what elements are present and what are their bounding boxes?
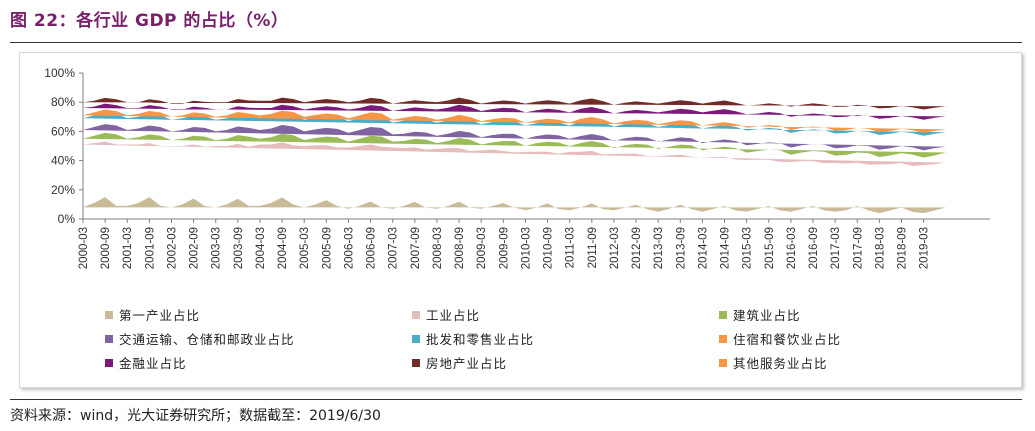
legend-swatch [105, 334, 113, 343]
x-tick-label: 2015-09 [764, 227, 776, 269]
source-rule [10, 399, 1022, 400]
x-tick-label: 2003-09 [233, 227, 245, 269]
area-layers [83, 97, 946, 214]
legend-item: 住宿和餐饮业占比 [719, 329, 841, 348]
area-series-7 [83, 97, 946, 110]
x-tick-label: 2010-03 [520, 227, 532, 269]
legend-item: 交通运输、仓储和邮政业占比 [105, 329, 295, 348]
y-tick-label: 20% [51, 183, 75, 197]
legend-label: 房地产业占比 [426, 356, 508, 371]
legend-label: 交通运输、仓储和邮政业占比 [119, 332, 295, 347]
legend-label: 金融业占比 [119, 356, 187, 371]
legend-label: 住宿和餐饮业占比 [733, 332, 842, 347]
legend-label: 第一产业占比 [119, 308, 201, 323]
legend-label: 工业占比 [426, 308, 481, 323]
legend-item: 工业占比 [412, 305, 480, 324]
legend-swatch [412, 358, 420, 367]
source-note: 资料来源：wind，光大证券研究所；数据截至：2019/6/30 [10, 408, 381, 424]
x-tick-label: 2010-09 [543, 227, 555, 269]
legend-swatch [105, 358, 113, 367]
y-tick-label: 100% [44, 66, 75, 80]
x-tick-label: 2009-09 [498, 227, 510, 269]
x-tick-label: 2011-09 [587, 227, 599, 268]
x-tick-label: 2012-03 [609, 227, 621, 269]
title-rule [10, 42, 1022, 43]
legend-label: 建筑业占比 [733, 308, 801, 323]
x-tick-label: 2008-09 [454, 227, 466, 269]
y-axis: 0% 20% 40% 60% 80% 100% [44, 66, 84, 226]
legend-item: 其他服务业占比 [719, 353, 828, 372]
x-tick-label: 2008-03 [432, 227, 444, 269]
y-tick-label: 0% [58, 212, 76, 226]
x-tick-label: 2017-09 [852, 227, 864, 269]
x-tick-label: 2016-03 [786, 227, 798, 269]
legend-item: 第一产业占比 [105, 305, 200, 324]
x-tick-label: 2007-03 [388, 227, 400, 269]
chart-panel: 0% 20% 40% 60% 80% 100% 2000-03 2000-09 2001-03… [19, 52, 1022, 388]
legend-label: 批发和零售业占比 [426, 332, 535, 347]
legend-item: 建筑业占比 [719, 305, 801, 324]
x-tick-label: 2014-03 [697, 227, 709, 269]
legend-label: 其他服务业占比 [733, 356, 828, 371]
x-tick-label: 2005-03 [299, 227, 311, 269]
x-tick-label: 2001-09 [144, 227, 156, 269]
x-axis: 2000-03 2000-09 2001-03 2001-09 2002-03 2002-… [78, 218, 990, 269]
area-series-5 [83, 109, 946, 133]
legend-swatch [412, 310, 420, 319]
figure-title: 图 22：各行业 GDP 的占比（%） [10, 11, 289, 31]
x-tick-label: 2006-09 [366, 227, 378, 269]
x-tick-label: 2015-03 [742, 227, 754, 269]
x-tick-label: 2013-09 [675, 227, 687, 269]
x-tick-label: 2004-09 [277, 227, 289, 269]
x-tick-label: 2002-09 [189, 227, 201, 269]
x-tick-label: 2009-03 [476, 227, 488, 269]
x-tick-label: 2001-03 [122, 227, 134, 269]
legend-item: 房地产业占比 [412, 353, 507, 372]
x-tick-label: 2017-03 [830, 227, 842, 269]
area-series-1 [83, 141, 946, 167]
area-series-3 [83, 124, 946, 151]
x-tick-label: 2019-03 [919, 227, 931, 269]
legend-swatch [412, 334, 420, 343]
legend-item: 金融业占比 [105, 353, 187, 372]
x-tick-label: 2000-09 [100, 227, 112, 269]
y-tick-label: 60% [51, 124, 75, 138]
legend-item: 批发和零售业占比 [412, 329, 534, 348]
legend-swatch [105, 310, 113, 319]
area-series-6 [83, 103, 946, 120]
x-tick-label: 2002-03 [166, 227, 178, 269]
x-tick-label: 2013-03 [653, 227, 665, 269]
legend-swatch [719, 334, 727, 343]
x-tick-label: 2004-03 [255, 227, 267, 269]
x-tick-label: 2018-09 [897, 227, 909, 269]
area-series-2 [83, 132, 946, 158]
x-tick-label: 2016-09 [808, 227, 820, 269]
legend-swatch [719, 310, 727, 319]
x-tick-label: 2014-09 [720, 227, 732, 269]
x-tick-label: 2012-09 [631, 227, 643, 269]
x-tick-label: 2000-03 [78, 227, 90, 269]
x-tick-label: 2018-03 [874, 227, 886, 269]
x-tick-label: 2006-03 [343, 227, 355, 269]
x-tick-label: 2011-03 [565, 227, 577, 268]
x-tick-label: 2007-09 [410, 227, 422, 269]
x-tick-label: 2005-09 [321, 227, 333, 269]
y-tick-label: 40% [51, 154, 75, 168]
area-series-0 [83, 197, 946, 214]
stacked-area-chart: 0% 20% 40% 60% 80% 100% 2000-03 2000-09 2001-03… [44, 66, 990, 269]
y-tick-label: 80% [51, 95, 75, 109]
x-tick-label: 2003-03 [211, 227, 223, 269]
legend-swatch [719, 358, 727, 367]
